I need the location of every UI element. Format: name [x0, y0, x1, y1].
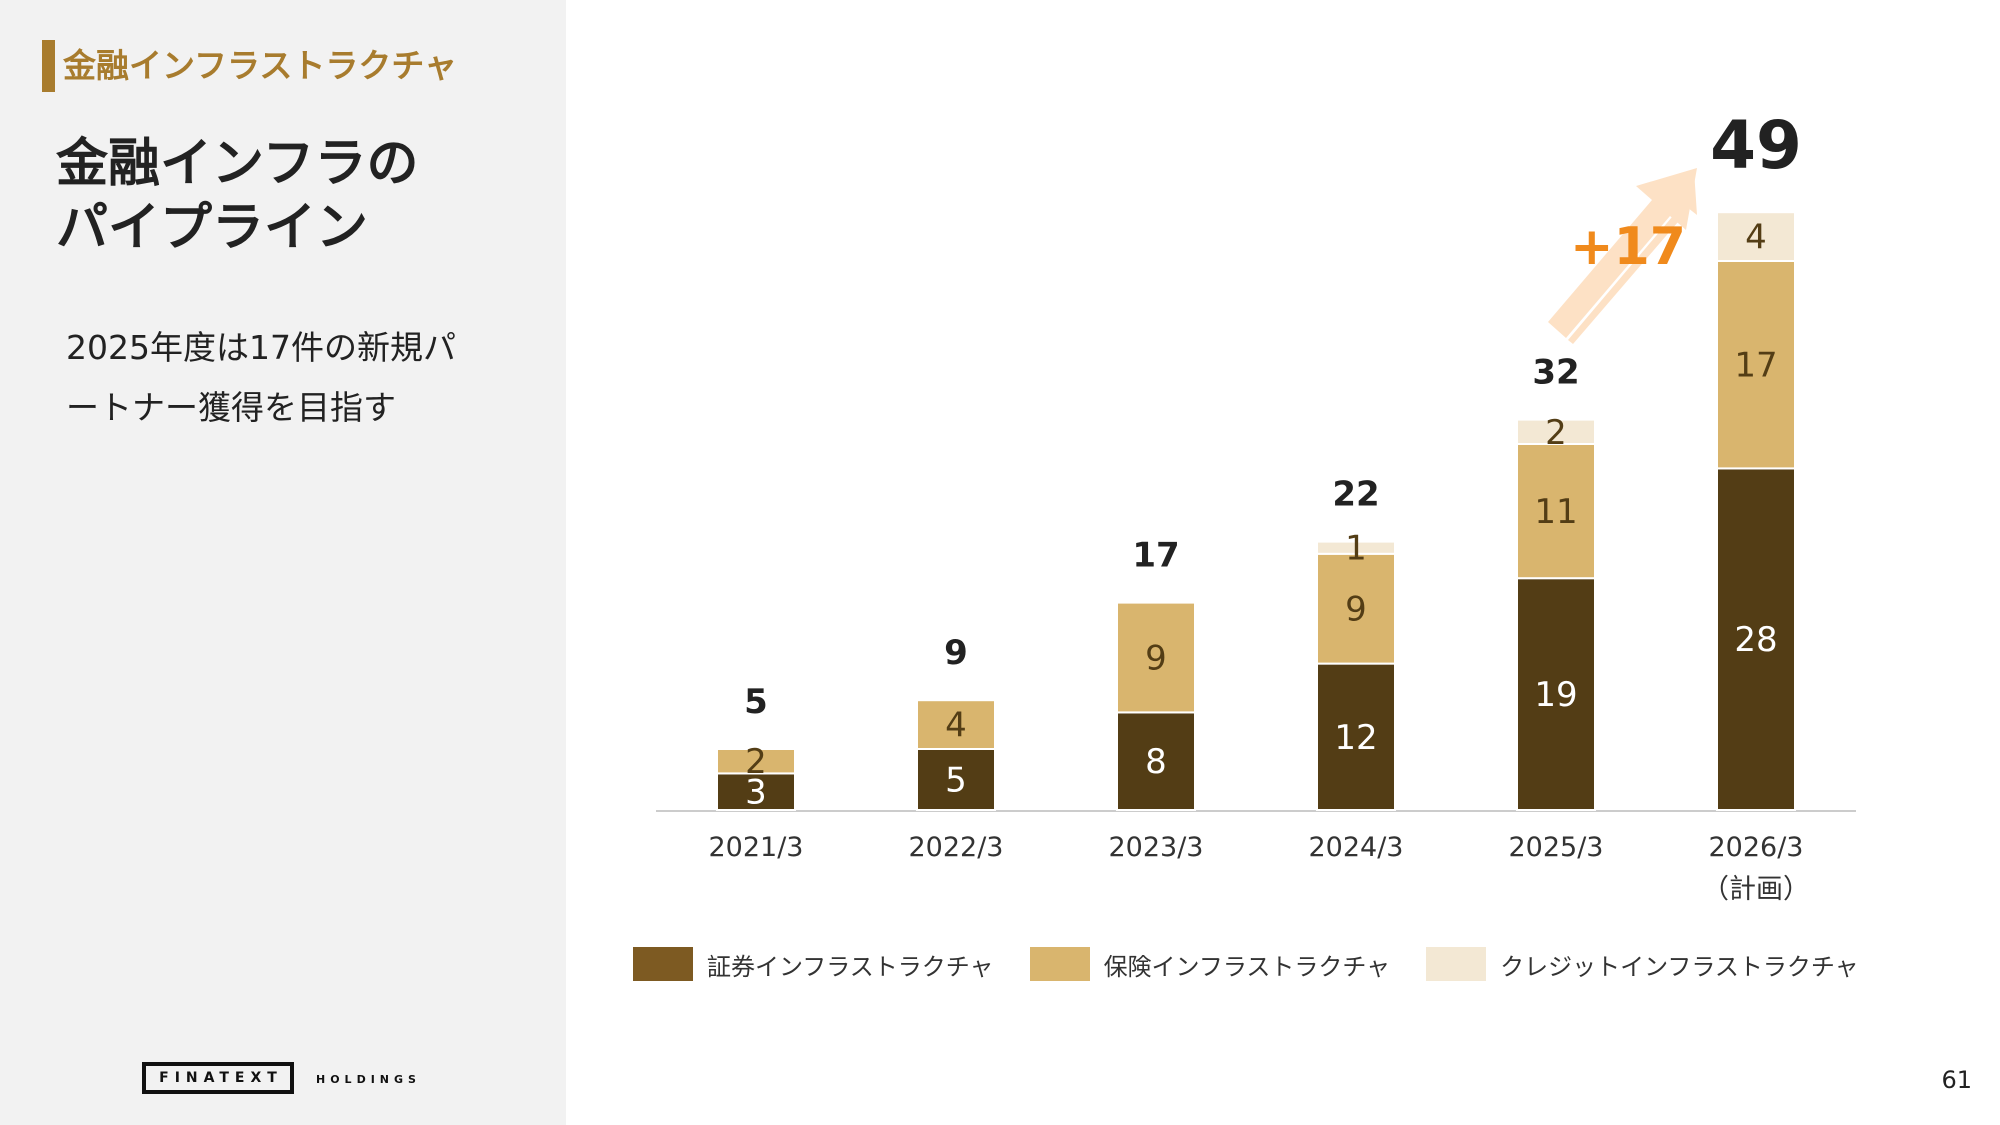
segment-label: 2 — [745, 742, 767, 782]
legend-item-credit: クレジットインフラストラクチャ — [1426, 947, 1859, 982]
legend-item-insurance: 保険インフラストラクチャ — [1029, 947, 1391, 982]
segment-label: 17 — [1734, 346, 1777, 386]
segment-label: 12 — [1334, 718, 1377, 758]
segment-label: 8 — [1145, 742, 1167, 782]
company-logo: FINATEXT — [142, 1062, 294, 1094]
x-tick-label: 2024/3 — [1309, 832, 1404, 863]
growth-annotation: +17 — [1570, 217, 1686, 277]
x-tick-label: 2023/3 — [1109, 832, 1204, 863]
chart-legend: 証券インフラストラクチャ 保険インフラストラクチャ クレジットインフラストラクチ… — [633, 944, 1895, 984]
bar-segment — [716, 748, 796, 775]
x-tick-label: 2021/3 — [709, 832, 804, 863]
bar-segment — [1116, 601, 1196, 714]
segment-label: 2 — [1545, 413, 1567, 453]
legend-swatch-credit — [1426, 947, 1487, 981]
left-panel: 金融インフラストラクチャ 金融インフラの パイプライン 2025年度は17件の新… — [0, 0, 566, 1125]
bar-segment — [1316, 540, 1396, 555]
bar-segment — [1716, 211, 1796, 262]
legend-label-securities: 証券インフラストラクチャ — [707, 952, 994, 981]
bar-segment — [1316, 662, 1396, 811]
page-title-line2: パイプライン — [56, 198, 369, 258]
bar-segment — [1516, 443, 1596, 580]
legend-swatch-insurance — [1029, 947, 1090, 981]
legend-swatch-securities — [633, 947, 693, 981]
legend-label-insurance: 保険インフラストラクチャ — [1103, 952, 1391, 981]
total-label: 22 — [1332, 475, 1379, 515]
section-label: 金融インフラストラクチャ — [63, 46, 458, 85]
legend-item-securities: 証券インフラストラクチャ — [633, 947, 994, 982]
x-tick-sublabel: （計画） — [1702, 874, 1810, 905]
section-accent-bar — [42, 40, 55, 92]
total-label: 5 — [744, 682, 768, 722]
company-logo-sub: HOLDINGS — [316, 1073, 421, 1086]
total-label: 32 — [1532, 353, 1579, 393]
total-label: 9 — [944, 633, 968, 673]
segment-label: 1 — [1345, 529, 1367, 569]
bar-segment — [716, 772, 796, 812]
x-tick-label: 2026/3 — [1709, 832, 1804, 863]
segment-label: 11 — [1534, 492, 1577, 532]
segment-label: 4 — [945, 706, 967, 746]
segment-label: 9 — [1345, 590, 1367, 630]
description-line1: 2025年度は17件の新規パ — [66, 328, 456, 367]
x-tick-label: 2022/3 — [909, 832, 1004, 863]
page-number: 61 — [1941, 1066, 1972, 1094]
description-line2: ートナー獲得を目指す — [66, 388, 396, 427]
segment-label: 4 — [1745, 218, 1767, 258]
page-title-line1: 金融インフラの — [56, 134, 419, 194]
segment-label: 3 — [745, 773, 767, 813]
bar-segment — [1716, 467, 1796, 811]
description: 2025年度は17件の新規パ ートナー獲得を目指す — [66, 318, 536, 438]
bar-segment — [1316, 552, 1396, 665]
segment-label: 19 — [1534, 675, 1577, 715]
bar-segment — [1116, 711, 1196, 812]
bar-segment — [1516, 418, 1596, 446]
x-tick-label: 2025/3 — [1509, 832, 1604, 863]
total-label: 17 — [1132, 536, 1179, 576]
bar-segment — [916, 699, 996, 751]
segment-label: 5 — [945, 761, 967, 801]
segment-label: 28 — [1734, 620, 1777, 660]
growth-arrow-body — [1548, 168, 1697, 338]
legend-label-credit: クレジットインフラストラクチャ — [1500, 952, 1859, 981]
page-title: 金融インフラの パイプライン — [56, 132, 546, 260]
segment-label: 9 — [1145, 639, 1167, 679]
total-label: 49 — [1710, 107, 1802, 184]
